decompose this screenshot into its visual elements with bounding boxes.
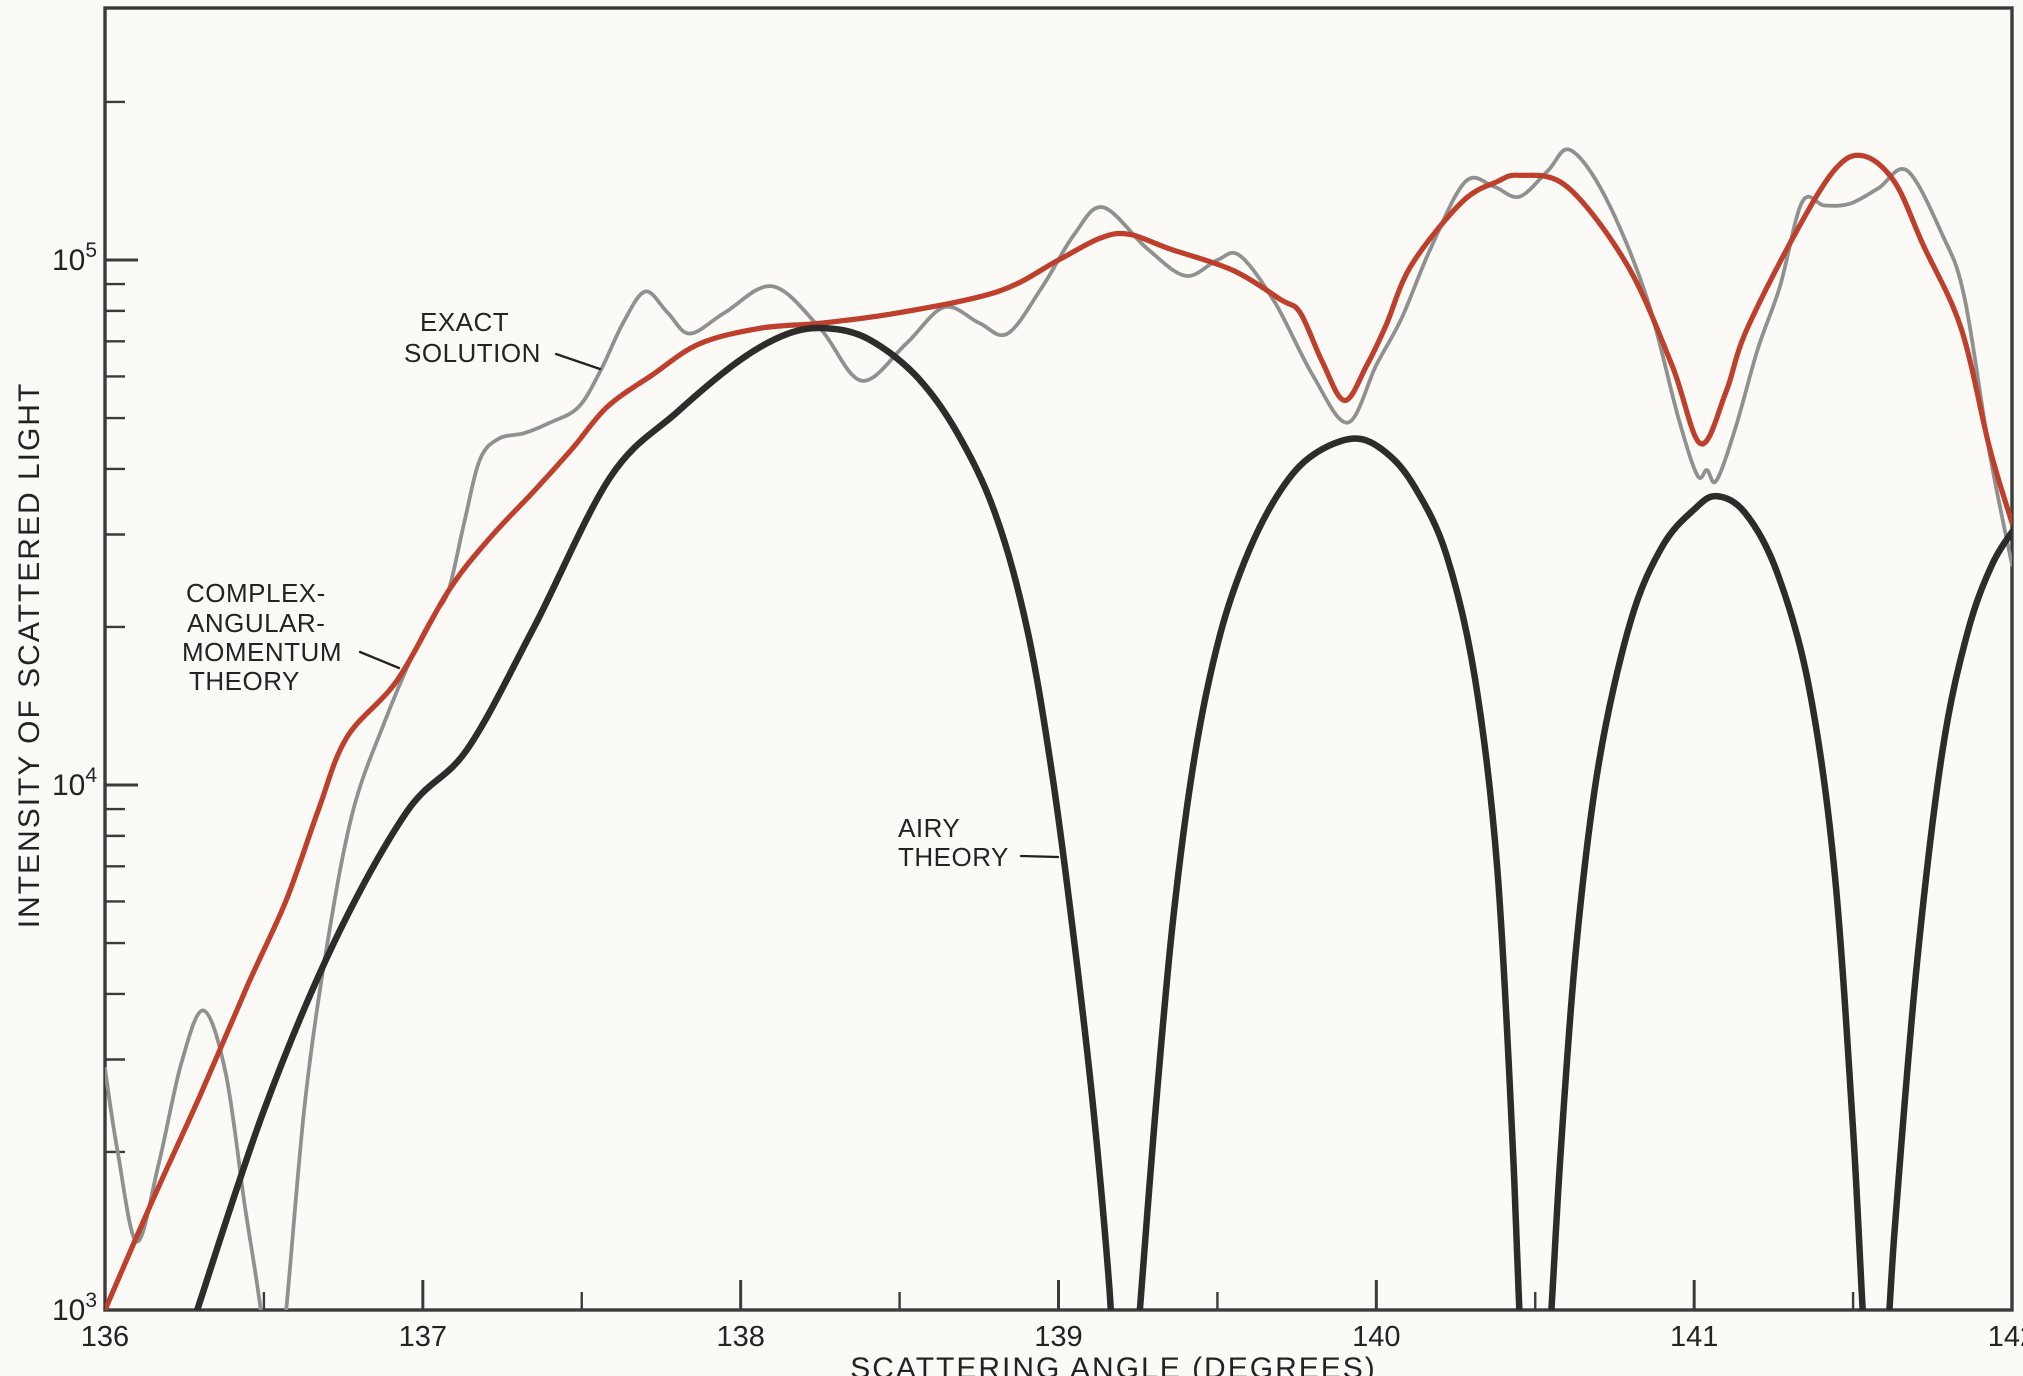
- x-tick-label: 141: [1670, 1321, 1718, 1353]
- exact-solution-label-pointer-line: [554, 352, 602, 371]
- series-exact-solution: [105, 147, 2012, 1310]
- exact-solution-label-text: SOLUTION: [404, 338, 541, 368]
- y-axis-title: INTENSITY OF SCATTERED LIGHT: [13, 381, 46, 929]
- cam-theory-label-pointer-line: [358, 650, 401, 670]
- x-tick-label: 140: [1352, 1321, 1400, 1353]
- x-axis-title: SCATTERING ANGLE (DEGREES): [850, 1352, 1377, 1376]
- airy-theory-label-text: THEORY: [898, 842, 1009, 872]
- cam-theory-label-text: MOMENTUM: [182, 637, 342, 667]
- cam-theory-label-text: ANGULAR-: [187, 608, 325, 638]
- airy-theory-label-text: AIRY: [898, 813, 960, 843]
- series-cam-theory: [105, 152, 2012, 1310]
- cam-theory-label-text: COMPLEX-: [186, 578, 326, 608]
- x-tick-label: 138: [716, 1321, 764, 1353]
- series-airy-theory: [193, 324, 2012, 1310]
- y-tick-label: 104: [52, 764, 97, 802]
- x-tick-label: 139: [1034, 1321, 1082, 1353]
- airy-theory-label-pointer-line: [1019, 854, 1060, 859]
- exact-solution-label-text: EXACT: [420, 307, 509, 337]
- y-tick-label: 105: [52, 239, 97, 277]
- x-tick-label: 137: [399, 1321, 447, 1353]
- x-tick-label: 136: [81, 1321, 129, 1353]
- x-tick-label: 142: [1988, 1321, 2023, 1353]
- cam-theory-label-text: THEORY: [189, 666, 300, 696]
- plot-frame: [103, 6, 2014, 1312]
